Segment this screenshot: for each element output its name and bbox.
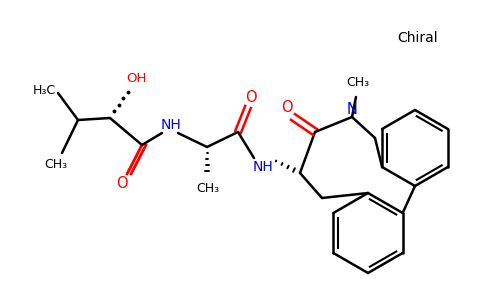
Text: O: O: [245, 91, 257, 106]
Text: CH₃: CH₃: [45, 158, 68, 172]
Text: NH: NH: [253, 160, 273, 174]
Text: CH₃: CH₃: [347, 76, 370, 89]
Text: OH: OH: [126, 71, 146, 85]
Text: N: N: [347, 103, 358, 118]
Text: O: O: [281, 100, 293, 115]
Text: CH₃: CH₃: [197, 182, 220, 196]
Text: Chiral: Chiral: [398, 31, 439, 45]
Text: O: O: [116, 176, 128, 190]
Text: NH: NH: [161, 118, 182, 132]
Text: H₃C: H₃C: [32, 83, 56, 97]
